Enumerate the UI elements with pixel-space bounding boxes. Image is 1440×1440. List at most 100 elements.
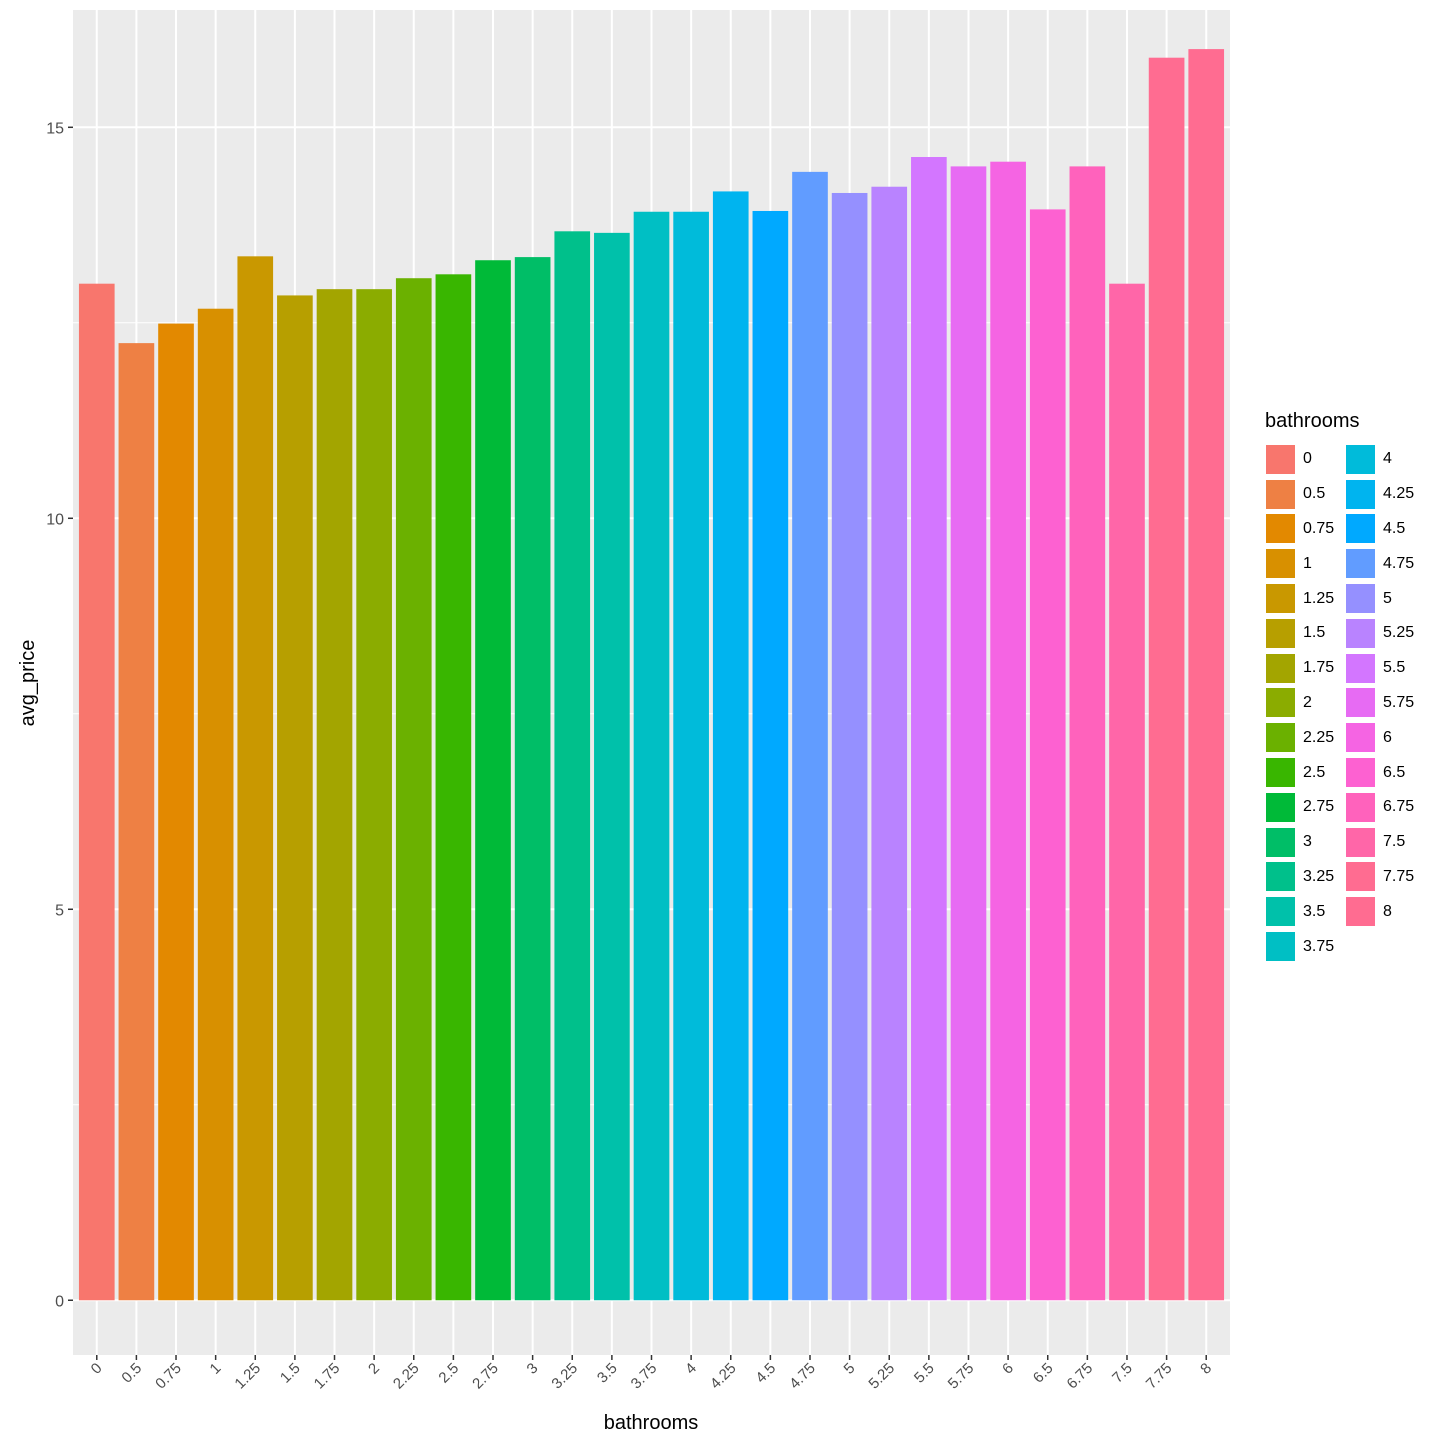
legend-columns: 0 0.5 0.75 1 1.25 1.5 1.75 2 2.25 2.5 2.75 3 3.25 3.5… [1265, 442, 1425, 964]
legend-label: 7.75 [1383, 867, 1415, 885]
legend-key [1265, 617, 1296, 649]
legend-key [1345, 757, 1376, 789]
x-tick-label: 4.75 [786, 1360, 819, 1393]
bar [990, 161, 1026, 1301]
x-tick-label: 1.75 [311, 1360, 344, 1393]
legend-column-1: 0 0.5 0.75 1 1.25 1.5 1.75 2 2.25 2.5 2.75 3 3.25 3.5… [1265, 442, 1345, 964]
legend-key [1265, 652, 1296, 684]
legend-item: 1.25 [1265, 581, 1345, 616]
legend-item: 4.5 [1345, 512, 1425, 547]
x-tick-label: 5.75 [945, 1360, 978, 1393]
x-tick-label: 2.5 [435, 1360, 462, 1387]
legend-key [1345, 583, 1376, 615]
x-tick-label: 5 [841, 1360, 859, 1378]
bar [237, 256, 274, 1301]
y-tick-label: 15 [46, 120, 64, 137]
x-tick-label: 4 [682, 1360, 700, 1378]
legend-key [1345, 548, 1376, 580]
bar [1109, 283, 1145, 1301]
legend-label: 5.75 [1383, 693, 1415, 711]
y-axis: 0 5 10 15 [46, 120, 73, 1310]
bar [158, 323, 194, 1301]
x-tick-label: 6.5 [1030, 1360, 1057, 1387]
legend-label: 3.75 [1303, 937, 1335, 955]
x-tick-label: 3 [524, 1360, 542, 1378]
bar [633, 211, 670, 1301]
bar [911, 157, 947, 1301]
x-tick-label: 2 [365, 1360, 383, 1378]
legend-label: 6.5 [1383, 763, 1406, 781]
bar [1188, 49, 1225, 1301]
legend-key [1265, 931, 1296, 963]
legend-item: 1.5 [1265, 616, 1345, 651]
legend-key [1345, 861, 1376, 893]
legend: bathrooms 0 0.5 0.75 1 1.25 1.5 1.75 2 2.25 2.5 2.… [1265, 410, 1425, 964]
legend-label: 3 [1303, 833, 1312, 851]
x-axis: 0 0.5 0.75 1 1.25 1.5 1.75 2 2.25 2.5 2.75 3 3.25 3.5… [88, 1355, 1215, 1392]
x-tick-label: 3.25 [548, 1360, 581, 1393]
x-tick-label: 7.75 [1143, 1360, 1176, 1393]
legend-key [1265, 443, 1296, 475]
legend-item: 3.5 [1265, 894, 1345, 929]
bars [78, 49, 1225, 1301]
bar [197, 308, 234, 1301]
x-tick-label: 7.5 [1109, 1360, 1136, 1387]
x-tick-label: 2.25 [390, 1360, 423, 1393]
y-tick-label: 10 [46, 511, 64, 528]
legend-item: 3 [1265, 825, 1345, 860]
legend-label: 1.5 [1303, 624, 1326, 642]
bar [1148, 57, 1185, 1301]
bar [752, 210, 789, 1301]
legend-label: 1.75 [1303, 659, 1335, 677]
bar [831, 192, 868, 1301]
legend-item: 2.25 [1265, 720, 1345, 755]
legend-item: 3.75 [1265, 929, 1345, 964]
bar [356, 289, 392, 1301]
legend-item: 5 [1345, 581, 1425, 616]
legend-key [1345, 513, 1376, 545]
x-tick-label: 6 [999, 1360, 1017, 1378]
legend-label: 0.75 [1303, 519, 1335, 537]
x-axis-title: bathrooms [604, 1412, 699, 1434]
legend-item: 4.75 [1345, 546, 1425, 581]
legend-label: 1 [1303, 554, 1312, 572]
x-tick-label: 4.25 [707, 1360, 740, 1393]
bar [277, 295, 313, 1301]
x-tick-label: 1.5 [277, 1360, 304, 1387]
legend-item: 7.75 [1345, 860, 1425, 895]
bar [554, 231, 591, 1301]
y-tick-label: 5 [55, 902, 64, 919]
bar [514, 257, 551, 1301]
y-tick-label: 0 [55, 1293, 64, 1310]
legend-item: 2 [1265, 686, 1345, 721]
bar [673, 211, 709, 1301]
legend-key [1265, 791, 1296, 823]
legend-key [1345, 896, 1376, 928]
legend-key [1265, 513, 1296, 545]
bar [475, 260, 511, 1301]
x-tick-label: 0 [88, 1360, 106, 1378]
legend-item: 6.5 [1345, 755, 1425, 790]
legend-item: 0.75 [1265, 512, 1345, 547]
legend-key [1345, 443, 1376, 475]
legend-key [1265, 757, 1296, 789]
legend-key [1265, 826, 1296, 858]
legend-key [1345, 478, 1376, 510]
x-tick-label: 0.5 [118, 1360, 145, 1387]
legend-item: 8 [1345, 894, 1425, 929]
legend-title: bathrooms [1265, 410, 1360, 432]
legend-label: 6 [1383, 728, 1392, 746]
bar [712, 191, 749, 1301]
legend-label: 2 [1303, 693, 1312, 711]
legend-key [1345, 791, 1376, 823]
legend-label: 5.25 [1383, 624, 1415, 642]
legend-label: 4.75 [1383, 554, 1415, 572]
legend-item: 5.5 [1345, 651, 1425, 686]
legend-label: 4.5 [1383, 519, 1406, 537]
legend-label: 6.75 [1383, 798, 1415, 816]
legend-key [1265, 861, 1296, 893]
bar [871, 186, 908, 1301]
x-tick-label: 6.75 [1064, 1360, 1097, 1393]
x-tick-label: 2.75 [469, 1360, 502, 1393]
